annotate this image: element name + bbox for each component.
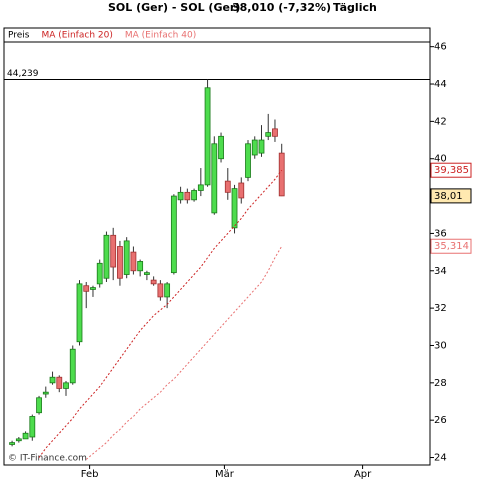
candle-body [177,191,184,201]
value-box-label: 35,314 [434,241,469,252]
candle-body [42,391,49,395]
candle-body [170,195,177,274]
value-box [430,238,472,254]
y-tick-label: 24 [434,453,447,464]
candle-body [90,287,96,290]
value-box [430,162,472,178]
y-tick-label: 46 [434,42,447,53]
candle-body [130,251,137,272]
candle-body [76,283,83,343]
chart-title: SOL (Ger) - SOL (Ger) [108,1,240,14]
candle-body [69,348,76,384]
moving-average [38,169,283,458]
y-tick-label: 32 [434,303,447,314]
candle-body [15,438,22,442]
candle-body [29,416,36,438]
legend-entry: MA (Einfach 20) [42,31,113,41]
candle-body [218,135,224,160]
legend-entry: Preis [8,31,30,41]
candle-body [83,285,90,292]
candle-body [123,240,130,275]
y-tick-label: 28 [434,378,447,389]
y-tick-label: 42 [434,116,447,127]
plot-frame [3,27,431,466]
candle-body [56,376,63,389]
y-tick-label: 44 [434,79,447,90]
legend-entry: MA (Einfach 40) [125,31,196,41]
y-tick-label: 40 [434,154,447,165]
x-tick-label: Mär [215,469,235,480]
candle-body [22,432,29,440]
candle-body [231,188,238,229]
x-tick-label: Apr [354,469,372,480]
y-tick-label: 36 [434,228,447,239]
candle-body [49,376,56,384]
candle-body [157,283,164,298]
candle-body [238,182,245,199]
candle-body [184,191,191,201]
last-price: 38,010 (-7,32%) [232,1,331,14]
candle-body [36,397,42,414]
watermark: © IT-Finance.com [8,454,87,464]
candle-body [204,87,211,186]
y-tick-label: 26 [434,415,447,426]
y-tick-label: 34 [434,266,447,277]
candle-body [211,143,218,214]
high-label: 44,239 [7,69,39,79]
candle-body [143,272,150,275]
candle-body [258,139,265,154]
value-box [430,188,472,204]
candle-body [265,132,272,137]
candle-body [191,190,197,201]
candle-body [245,143,251,178]
candle-body [224,180,231,193]
period: Täglich [333,1,377,14]
candle-body [137,261,144,272]
x-tick-label: Feb [81,469,99,480]
candle-body [110,234,117,268]
candle-body [150,279,157,285]
candle-body [117,246,123,279]
candle-body [272,128,278,137]
candle-body [164,283,171,298]
candle-body [63,382,69,389]
candle-body [251,139,258,156]
value-box-label: 38,01 [434,191,463,202]
y-tick-label: 30 [434,340,447,351]
candle-body [9,442,15,445]
candle-body [103,234,110,279]
candle-body [96,262,103,285]
candle-body [197,184,204,191]
candle-body [278,152,285,197]
value-box-label: 39,385 [434,165,469,176]
